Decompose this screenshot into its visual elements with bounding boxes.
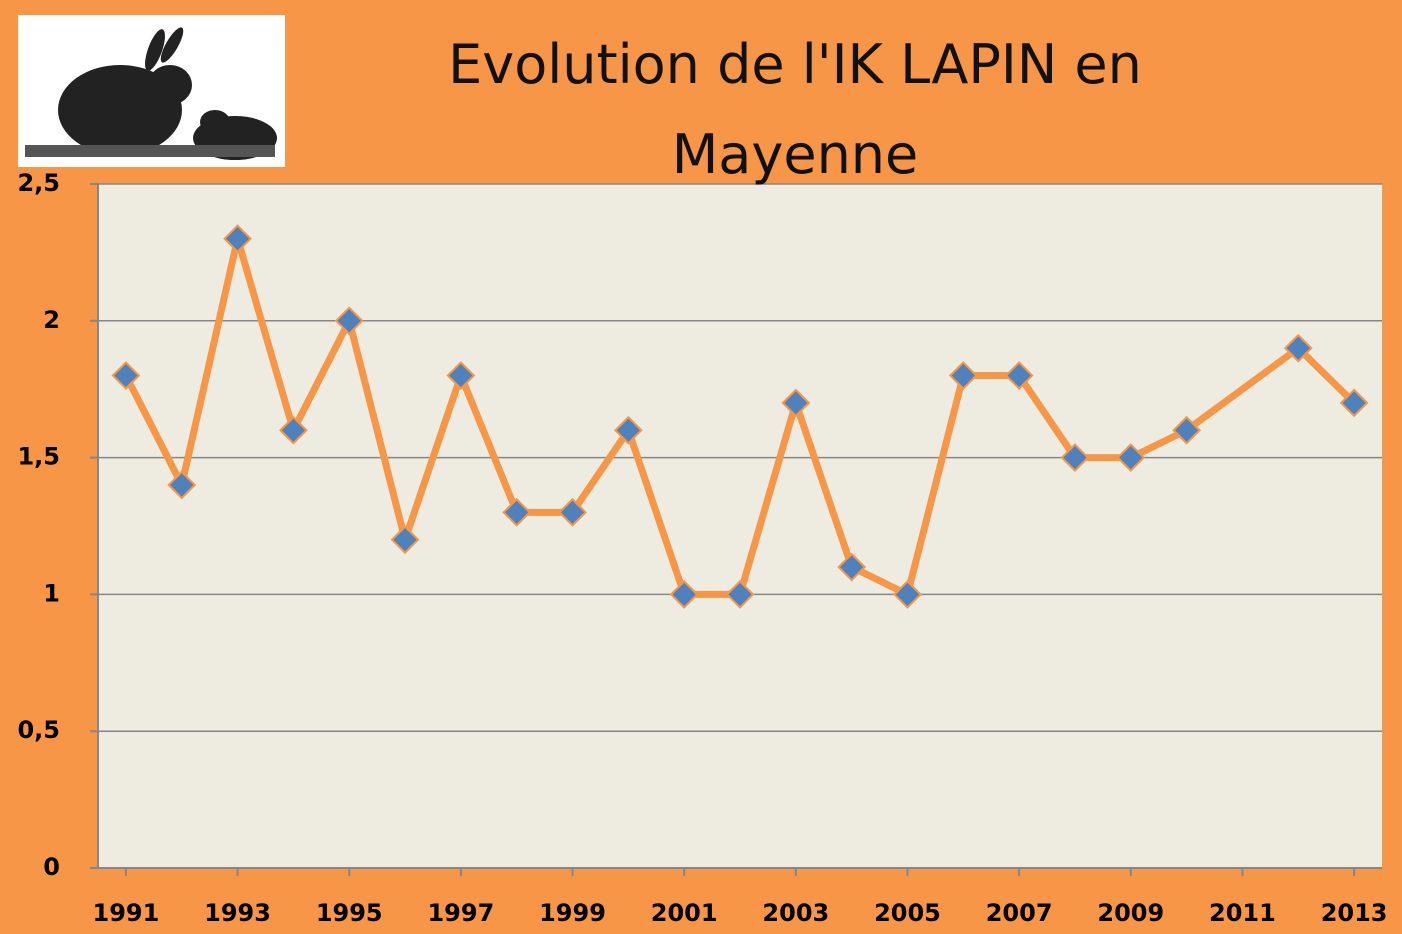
- data-marker: [893, 579, 922, 609]
- y-tick-label: 2,5: [17, 169, 60, 197]
- y-tick-label: 1,5: [17, 443, 60, 471]
- data-marker: [558, 497, 587, 527]
- x-tick-label: 1991: [93, 899, 160, 927]
- x-tick-label: 1997: [427, 899, 494, 927]
- data-marker: [781, 388, 811, 418]
- data-line: [122, 235, 1357, 598]
- chart-title: Evolution de l'IK LAPIN en Mayenne: [448, 33, 1142, 186]
- x-tick-label: 1993: [204, 899, 271, 927]
- data-marker: [1283, 333, 1313, 363]
- x-tick-label: 2007: [986, 899, 1053, 927]
- data-marker: [223, 224, 252, 254]
- y-tick-label: 2: [43, 306, 60, 334]
- data-marker: [446, 361, 476, 390]
- data-marker: [1116, 443, 1146, 473]
- x-tick-label: 2011: [1209, 899, 1276, 927]
- y-tick-label: 0,5: [17, 716, 60, 744]
- data-marker: [278, 415, 308, 445]
- plot-area: [98, 184, 1382, 868]
- x-tick-label: 1995: [316, 899, 383, 927]
- x-tick-label: 2005: [874, 899, 941, 927]
- x-tick-label: 2003: [762, 899, 829, 927]
- data-marker: [1060, 443, 1090, 473]
- x-tick-label: 2009: [1097, 899, 1164, 927]
- rabbit-illustration: [25, 27, 277, 160]
- data-marker: [502, 497, 532, 527]
- data-marker: [948, 361, 978, 390]
- data-marker: [1004, 361, 1034, 390]
- x-tick-label: 2013: [1321, 899, 1388, 927]
- y-tick-label: 0: [43, 853, 60, 881]
- data-marker: [1339, 388, 1369, 418]
- data-marker: [390, 525, 420, 555]
- x-tick-label: 2001: [651, 899, 718, 927]
- data-marker: [167, 470, 197, 500]
- data-marker: [334, 306, 364, 336]
- data-marker: [669, 579, 699, 609]
- y-tick-label: 1: [43, 579, 60, 607]
- data-marker: [111, 361, 141, 390]
- data-marker: [613, 415, 643, 445]
- data-marker: [725, 579, 755, 609]
- data-marker: [837, 552, 867, 582]
- data-marker: [1172, 415, 1202, 445]
- x-tick-label: 1999: [539, 899, 606, 927]
